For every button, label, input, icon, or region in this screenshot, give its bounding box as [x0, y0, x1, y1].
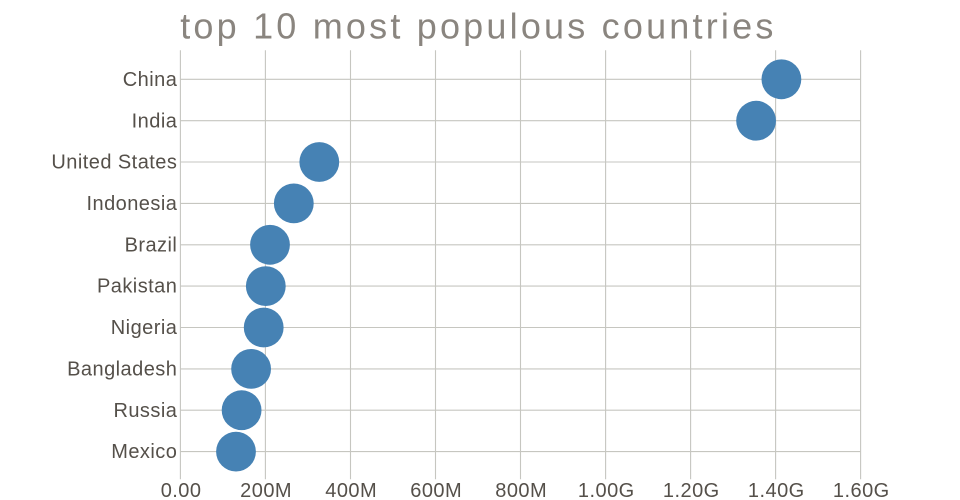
svg-text:Russia: Russia: [113, 400, 177, 422]
svg-text:Bangladesh: Bangladesh: [67, 359, 177, 381]
svg-text:0.00: 0.00: [161, 480, 202, 500]
svg-text:1.40G: 1.40G: [748, 480, 805, 500]
svg-text:200M: 200M: [240, 480, 292, 500]
svg-text:Indonesia: Indonesia: [87, 193, 178, 215]
svg-text:China: China: [123, 69, 178, 91]
svg-text:1.60G: 1.60G: [833, 480, 890, 500]
svg-text:Mexico: Mexico: [111, 441, 177, 463]
svg-text:Brazil: Brazil: [125, 234, 178, 256]
svg-text:Nigeria: Nigeria: [111, 317, 178, 339]
svg-text:top 10 most populous countries: top 10 most populous countries: [180, 6, 776, 47]
svg-text:600M: 600M: [410, 480, 462, 500]
svg-text:1.20G: 1.20G: [663, 480, 720, 500]
svg-text:800M: 800M: [495, 480, 547, 500]
svg-text:Pakistan: Pakistan: [97, 276, 177, 298]
svg-text:400M: 400M: [325, 480, 377, 500]
svg-text:1.00G: 1.00G: [578, 480, 635, 500]
svg-text:United States: United States: [51, 152, 177, 174]
svg-text:India: India: [132, 110, 178, 132]
